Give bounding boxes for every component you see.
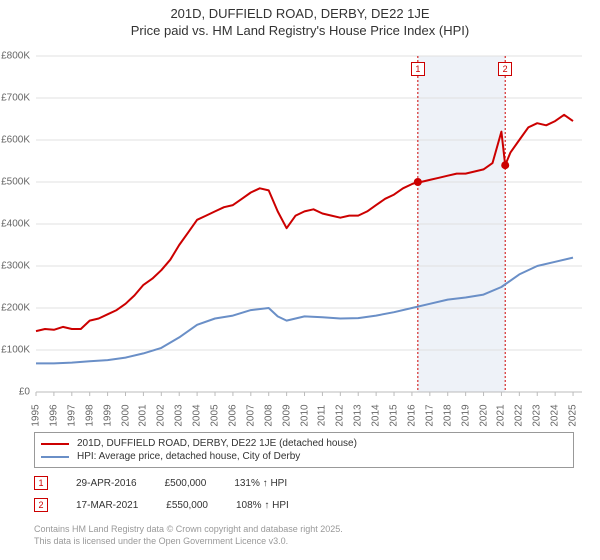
x-axis-label: 2007 <box>245 404 256 426</box>
x-axis-label: 2010 <box>299 404 310 426</box>
x-axis-label: 2013 <box>353 404 364 426</box>
x-axis-label: 2015 <box>389 404 400 426</box>
y-axis-label: £400K <box>0 219 30 230</box>
legend-swatch <box>41 443 69 445</box>
x-axis-label: 2019 <box>460 404 471 426</box>
x-axis-label: 2005 <box>210 404 221 426</box>
y-axis-label: £200K <box>0 303 30 314</box>
transaction-table: 1 29-APR-2016 £500,000 131% ↑ HPI 2 17-M… <box>34 472 574 516</box>
chart-marker-box: 2 <box>498 62 512 76</box>
plot-area: £0£100K£200K£300K£400K£500K£600K£700K£80… <box>26 52 586 412</box>
legend: 201D, DUFFIELD ROAD, DERBY, DE22 1JE (de… <box>34 432 574 468</box>
transaction-delta: 131% ↑ HPI <box>234 478 287 489</box>
transaction-marker-icon: 2 <box>34 498 48 512</box>
x-axis-label: 1999 <box>102 404 113 426</box>
x-axis-label: 2023 <box>532 404 543 426</box>
x-axis-label: 2004 <box>192 404 203 426</box>
y-axis-label: £500K <box>0 177 30 188</box>
x-axis-label: 2008 <box>263 404 274 426</box>
legend-label: 201D, DUFFIELD ROAD, DERBY, DE22 1JE (de… <box>77 438 357 449</box>
transaction-price: £500,000 <box>165 478 207 489</box>
license-line: Contains HM Land Registry data © Crown c… <box>34 524 343 536</box>
x-axis-label: 1996 <box>48 404 59 426</box>
legend-item: 201D, DUFFIELD ROAD, DERBY, DE22 1JE (de… <box>41 437 567 450</box>
x-axis-label: 2025 <box>568 404 579 426</box>
x-axis-label: 2009 <box>281 404 292 426</box>
y-axis-label: £0 <box>0 387 30 398</box>
y-axis-label: £700K <box>0 93 30 104</box>
x-axis-label: 2021 <box>496 404 507 426</box>
x-axis-label: 2024 <box>550 404 561 426</box>
x-axis-label: 2002 <box>156 404 167 426</box>
x-axis-label: 2018 <box>442 404 453 426</box>
x-axis-label: 1998 <box>84 404 95 426</box>
y-axis-label: £100K <box>0 345 30 356</box>
y-axis-label: £600K <box>0 135 30 146</box>
title-line-1: 201D, DUFFIELD ROAD, DERBY, DE22 1JE <box>0 6 600 21</box>
y-axis-label: £800K <box>0 51 30 62</box>
x-axis-label: 2000 <box>120 404 131 426</box>
chart-container: 201D, DUFFIELD ROAD, DERBY, DE22 1JE Pri… <box>0 0 600 560</box>
x-axis-label: 1995 <box>31 404 42 426</box>
plot-svg <box>26 52 586 442</box>
legend-label: HPI: Average price, detached house, City… <box>77 451 300 462</box>
x-axis-label: 2006 <box>227 404 238 426</box>
x-axis-label: 1997 <box>66 404 77 426</box>
x-axis-label: 2020 <box>478 404 489 426</box>
x-axis-label: 2016 <box>406 404 417 426</box>
transaction-delta: 108% ↑ HPI <box>236 500 289 511</box>
x-axis-label: 2022 <box>514 404 525 426</box>
legend-swatch <box>41 456 69 458</box>
y-axis-label: £300K <box>0 261 30 272</box>
title-line-2: Price paid vs. HM Land Registry's House … <box>0 23 600 38</box>
transaction-row: 1 29-APR-2016 £500,000 131% ↑ HPI <box>34 472 574 494</box>
x-axis-label: 2003 <box>174 404 185 426</box>
x-axis-label: 2014 <box>371 404 382 426</box>
legend-item: HPI: Average price, detached house, City… <box>41 450 567 463</box>
x-axis-label: 2017 <box>424 404 435 426</box>
x-axis-label: 2012 <box>335 404 346 426</box>
x-axis-label: 2011 <box>317 405 328 427</box>
transaction-marker-icon: 1 <box>34 476 48 490</box>
title-block: 201D, DUFFIELD ROAD, DERBY, DE22 1JE Pri… <box>0 0 600 38</box>
transaction-row: 2 17-MAR-2021 £550,000 108% ↑ HPI <box>34 494 574 516</box>
chart-marker-box: 1 <box>411 62 425 76</box>
license-text: Contains HM Land Registry data © Crown c… <box>34 524 343 547</box>
license-line: This data is licensed under the Open Gov… <box>34 536 343 548</box>
transaction-price: £550,000 <box>166 500 208 511</box>
transaction-date: 29-APR-2016 <box>76 478 137 489</box>
x-axis-label: 2001 <box>138 404 149 426</box>
transaction-date: 17-MAR-2021 <box>76 500 138 511</box>
